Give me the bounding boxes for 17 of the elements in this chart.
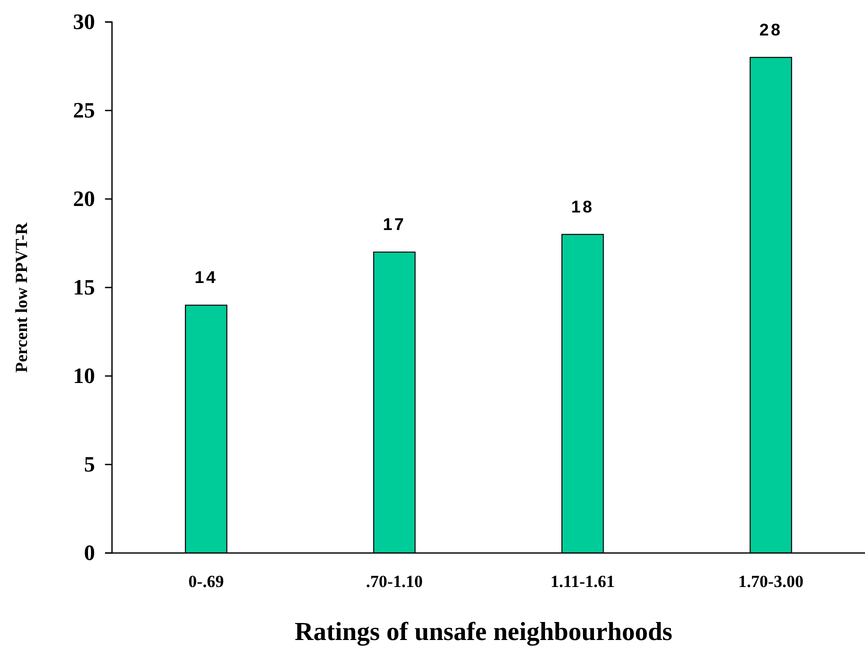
y-tick-label: 10 — [73, 363, 95, 388]
x-tick-label: 1.11-1.61 — [550, 572, 615, 592]
y-tick-label: 5 — [84, 452, 95, 477]
y-tick-label: 25 — [73, 98, 95, 123]
y-tick-label: 30 — [73, 9, 95, 34]
x-axis-title: Ratings of unsafe neighbourhoods — [294, 617, 672, 646]
y-tick-label: 15 — [73, 274, 95, 300]
x-tick-label: 0-.69 — [188, 572, 224, 592]
data-label: 28 — [759, 20, 782, 40]
y-axis-title: Percent low PPVT-R — [12, 222, 31, 373]
data-label: 18 — [571, 197, 594, 216]
data-label: 14 — [194, 268, 218, 288]
x-tick-label: 1.70-3.00 — [738, 572, 804, 592]
y-tick-label: 0 — [84, 540, 95, 566]
y-tick-label: 20 — [73, 186, 95, 212]
data-label: 17 — [382, 215, 406, 234]
x-tick-label: .70-1.10 — [366, 572, 423, 592]
